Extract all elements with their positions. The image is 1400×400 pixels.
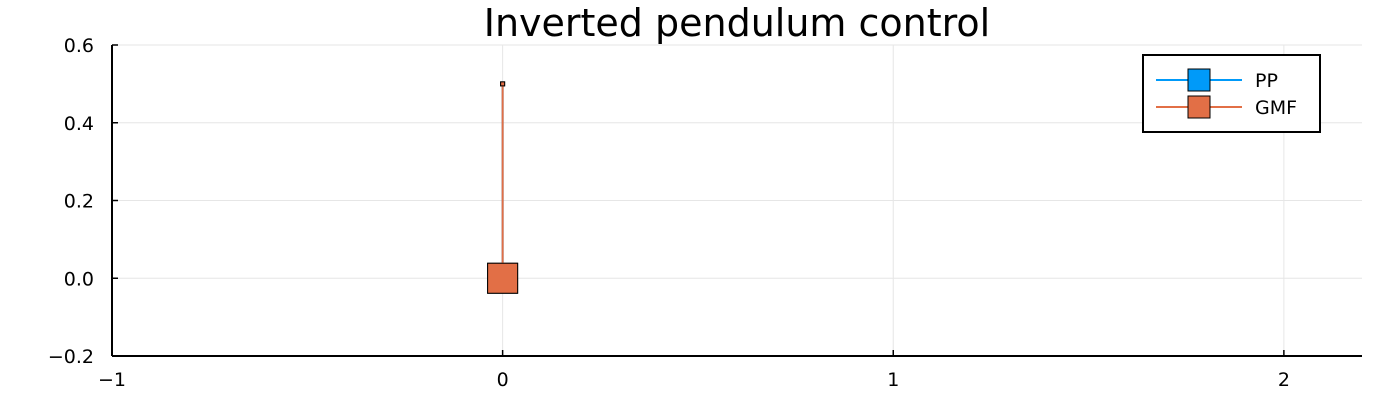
x-tick-label: 0 bbox=[497, 369, 509, 391]
legend: PP GMF bbox=[1142, 54, 1321, 133]
y-tick-label: 0.2 bbox=[64, 191, 94, 213]
series-marks bbox=[487, 81, 519, 294]
legend-box bbox=[1142, 54, 1321, 133]
legend-label: PP bbox=[1255, 70, 1278, 92]
y-tick-label: 0.6 bbox=[64, 35, 94, 57]
chart-title: Inverted pendulum control bbox=[484, 1, 991, 45]
legend-label: GMF bbox=[1255, 97, 1297, 119]
y-tick-label: 0.4 bbox=[64, 113, 94, 135]
tip-square bbox=[500, 81, 506, 87]
x-tick-label: 2 bbox=[1278, 369, 1290, 391]
y-tick-label: −0.2 bbox=[48, 346, 94, 368]
legend-marker bbox=[1187, 95, 1211, 119]
y-tick-label: 0.0 bbox=[64, 268, 94, 290]
x-tick-label: 1 bbox=[887, 369, 899, 391]
cart-square bbox=[487, 262, 519, 294]
tick-labels: −1 0 1 2 −0.2 0.0 0.2 0.4 0.6 bbox=[48, 35, 1290, 391]
axes bbox=[111, 44, 1362, 357]
legend-marker bbox=[1187, 68, 1211, 92]
x-tick-label: −1 bbox=[98, 369, 126, 391]
